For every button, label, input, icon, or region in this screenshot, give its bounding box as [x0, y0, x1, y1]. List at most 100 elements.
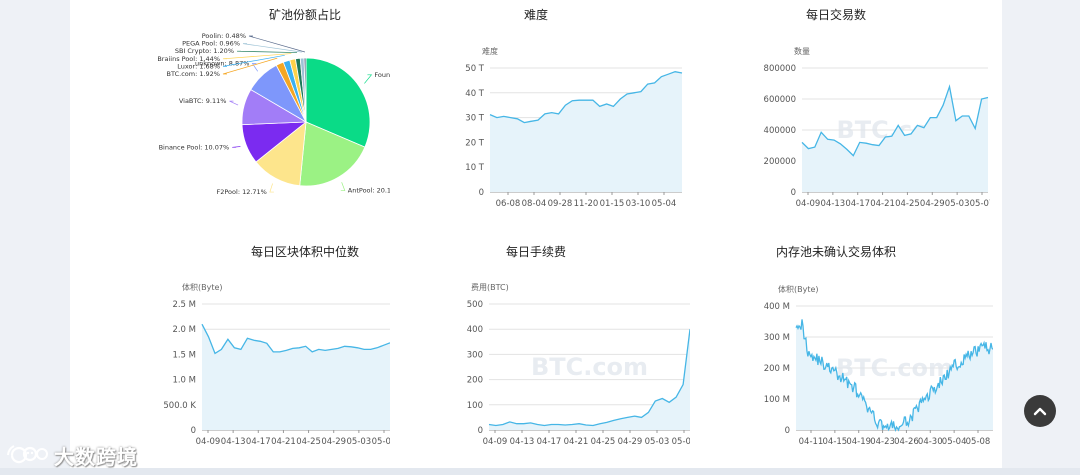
y-tick-label: 200 M	[764, 364, 790, 374]
y-tick-label: 30 T	[465, 114, 485, 124]
series-area-fill	[796, 319, 993, 430]
x-tick-label: 04-15	[823, 437, 848, 447]
scroll-to-top-button[interactable]	[1024, 395, 1056, 427]
pie-label: Braiins Pool: 1.44%	[157, 55, 220, 63]
pie-label: BTC.com: 1.92%	[167, 70, 220, 78]
daily-tx-title: 每日交易数	[805, 8, 866, 22]
x-tick-label: 05-04	[652, 199, 677, 209]
x-tick-label: 04-23	[870, 437, 895, 447]
pie-leader-line	[248, 35, 306, 53]
x-tick-label: 04-17	[246, 437, 271, 447]
y-axis-unit-label: 难度	[482, 46, 498, 56]
series-line[interactable]	[201, 323, 390, 355]
x-tick-label: 05-03	[945, 199, 970, 209]
x-tick-label: 03-10	[626, 199, 651, 209]
y-tick-label: 0	[785, 426, 790, 436]
x-tick-label: 08-04	[522, 199, 547, 209]
y-tick-label: 200	[467, 376, 483, 386]
page-bottom-strip	[0, 468, 1080, 475]
pie-label: Luxor: 1.68%	[177, 62, 220, 70]
x-tick-label: 04-13	[821, 199, 846, 209]
y-tick-label: 500	[467, 300, 483, 310]
mempool-size-title: 内存池未确认交易体积	[775, 245, 896, 259]
y-tick-label: 200000	[764, 157, 796, 167]
pie-leader-line	[222, 57, 278, 75]
y-tick-label: 400 M	[764, 302, 790, 312]
dashboard-panel: 矿池份额占比 Foundry USA: 31.42% AntPool: 20.14…	[70, 0, 1002, 475]
difficulty-title: 难度	[523, 8, 548, 22]
x-tick-label: 05-08	[966, 437, 991, 447]
watermark-text: BTC.com	[531, 353, 648, 381]
y-tick-label: 2.5 M	[172, 300, 196, 310]
x-tick-label: 01-15	[600, 199, 625, 209]
pie-label: AntPool: 20.14%	[348, 187, 390, 195]
pie-label: SBI Crypto: 1.20%	[175, 47, 234, 55]
y-tick-label: 100	[467, 401, 483, 411]
pool-share-title: 矿池份额占比	[268, 8, 341, 22]
x-tick-label: 04-29	[618, 437, 643, 447]
series-line[interactable]	[801, 84, 989, 157]
x-tick-label: 04-21	[564, 437, 589, 447]
pie-slice-poolin[interactable]	[303, 57, 307, 123]
x-tick-label: 04-29	[920, 199, 945, 209]
y-tick-label: 0	[791, 188, 796, 198]
pie-slice-foundry-usa[interactable]	[305, 57, 371, 148]
y-axis-unit-label: 费用(BTC)	[471, 282, 509, 292]
x-tick-label: 04-29	[321, 437, 346, 447]
y-tick-label: 400	[467, 325, 483, 335]
x-tick-label: 04-11	[799, 437, 824, 447]
x-tick-label: 04-19	[846, 437, 871, 447]
y-tick-label: 300 M	[764, 333, 790, 343]
series-line[interactable]	[488, 329, 690, 427]
series-line[interactable]	[795, 319, 993, 432]
x-tick-label: 05-03	[347, 437, 372, 447]
y-tick-label: 300	[467, 350, 483, 360]
watermark-text: BTC.com	[836, 354, 953, 382]
pie-leader-line	[222, 53, 292, 60]
series-line[interactable]	[489, 71, 683, 124]
x-tick-label: 05-07	[372, 437, 390, 447]
daily-fees-chart: 费用(BTC) 0 100 200 300 400 500 BTC.com 04-09 04-13…	[467, 282, 690, 447]
x-tick-label: 04-13	[510, 437, 535, 447]
series-area-fill	[489, 329, 690, 430]
pie-leader-line	[269, 183, 274, 193]
y-tick-label: 20 T	[465, 138, 485, 148]
daily-fees-title: 每日手续费	[505, 245, 566, 259]
pie-leader-line	[222, 54, 285, 67]
pie-leader-line	[242, 43, 302, 53]
brand-text: 大数跨境	[54, 444, 138, 469]
y-tick-label: 50 T	[465, 64, 485, 74]
x-tick-label: 04-09	[483, 437, 508, 447]
y-tick-label: 0	[191, 426, 196, 436]
x-tick-label: 04-26	[894, 437, 919, 447]
y-tick-label: 40 T	[465, 89, 485, 99]
y-tick-label: 800000	[764, 64, 796, 74]
y-tick-label: 500.0 K	[163, 401, 196, 411]
x-tick-label: 04-21	[271, 437, 296, 447]
pie-label: Poolin: 0.48%	[202, 32, 246, 40]
brand-watermark: 大数跨境	[6, 440, 138, 470]
pie-slice-antpool[interactable]	[299, 121, 366, 187]
y-axis-unit-label: 体积(Byte)	[778, 284, 819, 294]
pool-share-pie-chart: Foundry USA: 31.42% AntPool: 20.14% F2Pool…	[157, 32, 390, 196]
y-axis-unit-label: 体积(Byte)	[182, 282, 223, 292]
y-tick-label: 0	[479, 188, 484, 198]
pie-label: Foundry USA: 31.42%	[374, 71, 390, 79]
pie-leader-line	[364, 74, 373, 84]
brand-logo-icon	[7, 445, 48, 464]
x-tick-label: 09-28	[548, 199, 573, 209]
median-block-size-title: 每日区块体积中位数	[250, 245, 359, 259]
pie-leader-line	[251, 63, 259, 72]
mempool-size-chart: 体积(Byte) 0 100 M 200 M 300 M 400 M BTC.com 04-1…	[764, 284, 993, 447]
x-tick-label: 04-09	[196, 437, 221, 447]
series-area-fill	[202, 324, 390, 430]
x-tick-label: 04-25	[895, 199, 920, 209]
y-tick-label: 2.0 M	[172, 325, 196, 335]
x-tick-label: 11-20	[574, 199, 599, 209]
pie-leader-line	[232, 146, 241, 148]
pie-label: Binance Pool: 10.07%	[159, 143, 230, 151]
series-area-fill	[802, 86, 988, 192]
y-tick-label: 1.5 M	[172, 350, 196, 360]
